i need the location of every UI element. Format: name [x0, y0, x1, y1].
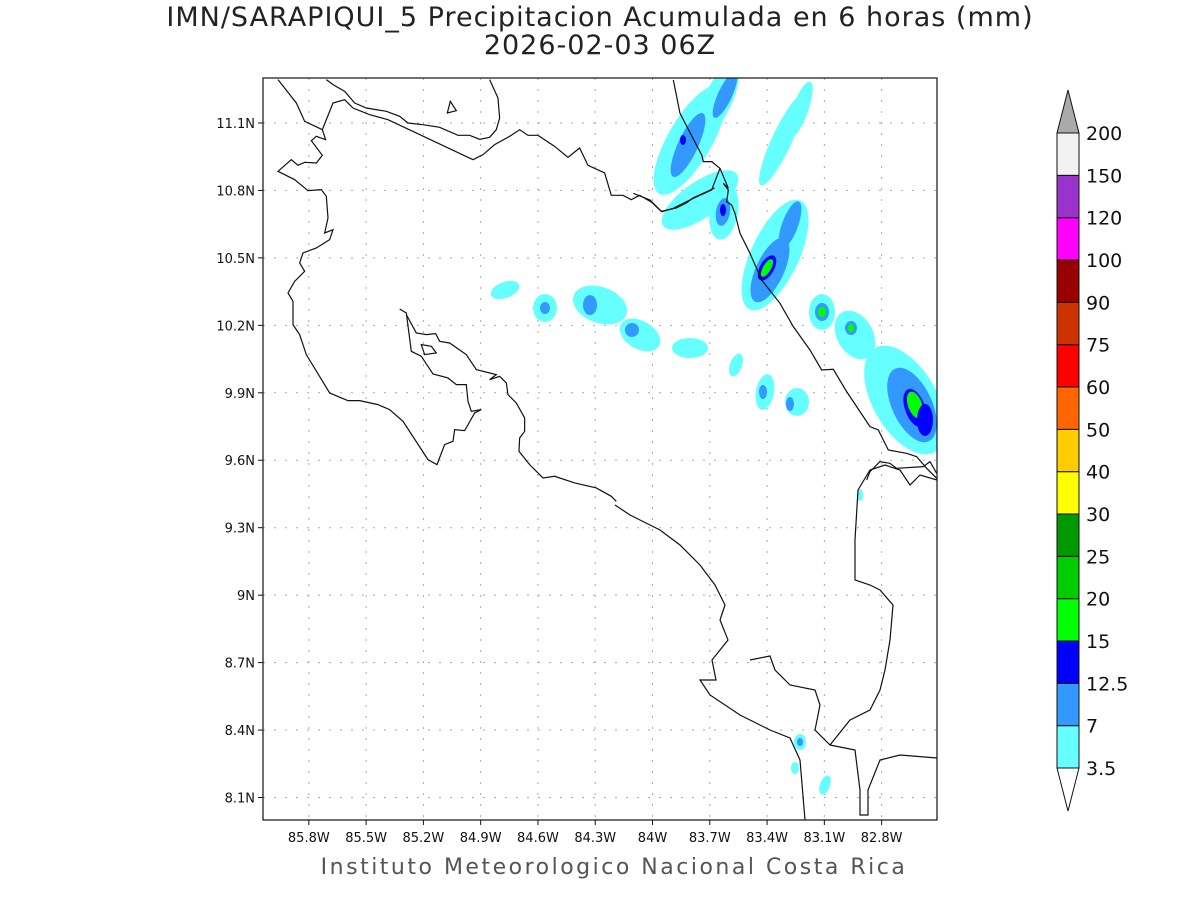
colorbar-swatch — [1056, 471, 1080, 515]
precip-contour-7 — [786, 397, 794, 411]
footer-credit: Instituto Meteorologico Nacional Costa R… — [320, 855, 908, 880]
colorbar-label: 60 — [1086, 377, 1110, 399]
colorbar-swatch — [1056, 513, 1080, 557]
colorbar-label: 12.5 — [1086, 673, 1128, 695]
precip-contour-15 — [818, 307, 826, 317]
precip-contour-3.5 — [490, 280, 520, 300]
colorbar-swatch — [1056, 174, 1080, 219]
lat-tick-label: 11.1N — [216, 117, 255, 132]
axis-labels: 85.8W 85.5W 85.2W 84.9W 84.6W 84.3W 84W 83.7W 83… — [216, 117, 902, 846]
colorbar-over-arrow — [1056, 89, 1080, 134]
colorbar-label: 150 — [1086, 165, 1122, 187]
precip-contour-12.5 — [720, 204, 726, 216]
lon-tick-label: 85.5W — [345, 831, 387, 846]
graticule — [263, 78, 937, 820]
colorbar-label: 200 — [1086, 123, 1122, 145]
lat-tick-label: 8.7N — [225, 657, 255, 672]
colorbar-label: 20 — [1086, 589, 1110, 611]
colorbar-under-arrow — [1056, 767, 1080, 812]
precip-contour-3.5 — [672, 338, 708, 358]
colorbar-swatch — [1056, 344, 1080, 388]
lat-tick-label: 8.4N — [225, 724, 255, 739]
precip-contour-3.5 — [572, 285, 628, 325]
colorbar-swatch — [1056, 555, 1080, 600]
lon-tick-label: 85.2W — [402, 831, 444, 846]
lon-tick-label: 84.9W — [460, 831, 502, 846]
lat-tick-label: 9.9N — [225, 387, 255, 402]
colorbar-swatch — [1056, 598, 1080, 642]
colorbar-label: 25 — [1086, 546, 1110, 568]
colorbar-swatch — [1056, 386, 1080, 430]
lon-tick-label: 83.1W — [803, 831, 845, 846]
precip-contour-3.5 — [661, 170, 739, 230]
precip-contour-7 — [712, 78, 738, 118]
map-title: IMN/SARAPIQUI_5 Precipitacion Acumulada … — [166, 2, 1034, 33]
lat-tick-label: 10.5N — [216, 252, 255, 267]
precip-contour-15 — [848, 324, 854, 332]
colorbar-label: 30 — [1086, 504, 1110, 526]
colorbar-swatch — [1056, 259, 1080, 303]
lon-tick-label: 84.6W — [517, 831, 559, 846]
precip-contour-3.5 — [791, 762, 799, 774]
precip-contour-7 — [797, 738, 803, 746]
precip-contour-3.5 — [834, 310, 876, 360]
precip-contour-3.5 — [857, 489, 863, 501]
precip-contour-7 — [625, 323, 639, 337]
lat-tick-label: 10.8N — [216, 184, 255, 199]
colorbar-label: 15 — [1086, 631, 1110, 653]
precip-contour-3.5 — [729, 353, 743, 377]
colorbar-swatch — [1056, 640, 1080, 684]
precipitation-field — [490, 78, 937, 795]
precip-contour-3.5 — [787, 81, 813, 139]
precip-contour-7 — [583, 295, 597, 315]
lon-tick-label: 85.8W — [288, 831, 330, 846]
map-subtitle: 2026-02-03 06Z — [483, 30, 717, 61]
colorbar-swatch — [1056, 428, 1080, 473]
lon-tick-label: 83.4W — [746, 831, 788, 846]
lon-tick-label: 84W — [638, 831, 668, 846]
colorbar-swatch — [1056, 682, 1080, 727]
colorbar-label: 100 — [1086, 250, 1122, 272]
colorbar-swatch — [1056, 725, 1080, 769]
colorbar-swatch — [1056, 217, 1080, 261]
precip-contour-15 — [760, 259, 774, 277]
colorbar-label: 50 — [1086, 419, 1110, 441]
lon-tick-label: 83.7W — [689, 831, 731, 846]
coastlines — [278, 80, 937, 820]
colorbar-label: 90 — [1086, 292, 1110, 314]
precip-contour-7 — [759, 385, 767, 399]
lon-tick-label: 82.8W — [861, 831, 903, 846]
precip-contour-3.5 — [819, 775, 831, 795]
colorbar-label: 40 — [1086, 462, 1110, 484]
precip-contour-12.5 — [680, 135, 686, 145]
precip-contour-7 — [778, 201, 802, 249]
colorbar-label: 3.5 — [1086, 758, 1116, 780]
colorbar-label: 7 — [1086, 716, 1098, 738]
lat-tick-label: 8.1N — [225, 792, 255, 807]
lat-tick-label: 10.2N — [216, 319, 255, 334]
lat-tick-label: 9.6N — [225, 454, 255, 469]
precip-contour-7 — [540, 302, 550, 314]
colorbar-swatch — [1056, 301, 1080, 346]
colorbar-label: 120 — [1086, 208, 1122, 230]
colorbar-label: 75 — [1086, 335, 1110, 357]
map-frame — [262, 77, 938, 821]
colorbar-swatch — [1056, 132, 1080, 176]
lon-tick-label: 84.3W — [574, 831, 616, 846]
precip-contour-7 — [670, 112, 706, 178]
lat-tick-label: 9.3N — [225, 522, 255, 537]
colorbar: 3.5 7 12.5 15 20 25 30 40 50 60 75 90 100 120 150 200 — [1056, 89, 1128, 812]
lat-tick-label: 9N — [237, 589, 255, 604]
precip-contour-12.5 — [917, 404, 933, 436]
